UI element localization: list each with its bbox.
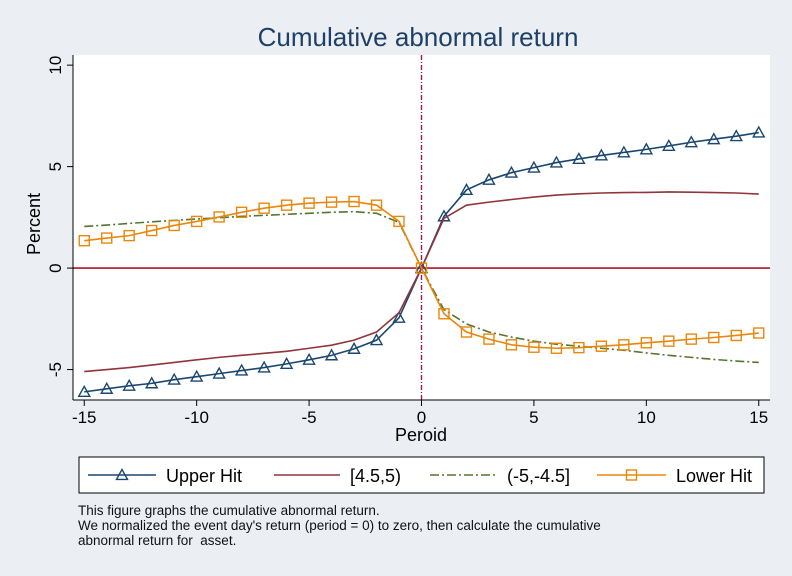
- data-point: [235, 206, 248, 218]
- data-point: [213, 211, 225, 223]
- data-point: [437, 209, 451, 222]
- data-point: [549, 155, 564, 168]
- series-line: [84, 210, 759, 364]
- x-tick-label: 15: [749, 408, 768, 427]
- data-point: [393, 215, 405, 228]
- x-ticks: -15 -10 -5 0 5 10 15: [72, 400, 768, 427]
- data-point: [505, 339, 518, 351]
- y-tick-label: 5: [46, 162, 65, 171]
- series-line: [84, 200, 759, 350]
- note-line-3: abnormal return for asset.: [78, 533, 237, 548]
- data-point: [639, 142, 654, 155]
- data-point: [77, 384, 91, 397]
- data-point: [100, 381, 114, 394]
- data-point: [324, 348, 339, 361]
- data-point: [145, 224, 158, 237]
- data-point: [595, 340, 608, 352]
- data-point: [684, 135, 698, 148]
- data-point: [167, 372, 181, 385]
- data-point: [460, 326, 473, 338]
- x-tick-label: 0: [417, 408, 426, 427]
- series-2: [84, 210, 759, 364]
- data-point: [752, 125, 766, 138]
- data-point: [370, 199, 383, 211]
- data-point: [258, 202, 270, 214]
- data-point: [572, 151, 586, 165]
- data-point: [78, 234, 90, 247]
- chart: Cumulative abnormal return -15 -10 -5 0 5 10 1…: [24, 22, 770, 494]
- data-point: [663, 335, 675, 347]
- data-point: [528, 341, 540, 353]
- legend-label: [4.5,5): [350, 466, 401, 486]
- data-point: [438, 308, 450, 320]
- data-point: [482, 172, 496, 185]
- x-tick-label: 5: [529, 408, 538, 427]
- series-3: [78, 195, 765, 354]
- series-layer: [77, 125, 766, 397]
- legend-label: (-5,-4.5]: [507, 466, 570, 486]
- y-axis-label: Percent: [24, 193, 44, 255]
- note-line-1: This figure graphs the cumulative abnorm…: [78, 503, 380, 518]
- data-point: [168, 219, 180, 232]
- y-tick-label: -5: [46, 362, 65, 377]
- y-tick-label: 10: [46, 56, 65, 75]
- data-point: [189, 369, 204, 382]
- data-point: [347, 341, 361, 354]
- legend-items: Upper Hit [4.5,5) (-5,-4.5] Lower Hit: [88, 466, 752, 486]
- legend-label: Upper Hit: [166, 466, 242, 486]
- data-point: [122, 378, 136, 391]
- figure-note: This figure graphs the cumulative abnorm…: [78, 503, 601, 548]
- x-axis-label: Peroid: [395, 425, 447, 445]
- data-point: [279, 356, 294, 369]
- data-point: [325, 196, 338, 208]
- y-tick-label: 0: [46, 263, 65, 272]
- data-point: [257, 360, 271, 373]
- legend: Upper Hit [4.5,5) (-5,-4.5] Lower Hit: [78, 456, 765, 494]
- data-point: [617, 145, 631, 158]
- data-point: [483, 333, 495, 345]
- x-tick-label: -5: [302, 408, 317, 427]
- data-point: [618, 339, 630, 351]
- x-tick-label: -10: [184, 408, 209, 427]
- data-point: [302, 352, 316, 365]
- data-point: [685, 333, 698, 345]
- data-point: [594, 148, 609, 161]
- y-ticks: -5 0 5 10: [46, 56, 73, 377]
- chart-title: Cumulative abnormal return: [258, 22, 579, 52]
- data-point: [280, 199, 293, 211]
- data-point: [212, 366, 226, 379]
- data-point: [459, 183, 474, 196]
- data-point: [640, 337, 653, 349]
- legend-marker: [625, 469, 638, 481]
- legend-label: Lower Hit: [676, 466, 752, 486]
- legend-marker: [115, 468, 129, 481]
- data-point: [392, 310, 406, 323]
- data-point: [190, 215, 203, 228]
- x-tick-label: -15: [72, 408, 97, 427]
- data-point: [348, 195, 360, 208]
- data-point: [415, 262, 428, 274]
- data-point: [707, 132, 721, 145]
- note-line-2: We normalized the event day's return (pe…: [78, 518, 601, 533]
- data-point: [145, 376, 159, 389]
- data-point: [369, 333, 384, 346]
- data-point: [753, 327, 765, 339]
- data-point: [729, 129, 743, 142]
- data-point: [573, 341, 585, 354]
- x-tick-label: 10: [637, 408, 656, 427]
- data-point: [527, 160, 541, 173]
- data-point: [303, 197, 315, 209]
- data-point: [123, 229, 135, 242]
- data-point: [662, 138, 676, 152]
- data-point: [234, 363, 249, 376]
- data-point: [550, 342, 563, 354]
- data-point: [101, 232, 113, 244]
- data-point: [730, 329, 742, 342]
- data-point: [504, 165, 519, 178]
- data-point: [708, 331, 720, 344]
